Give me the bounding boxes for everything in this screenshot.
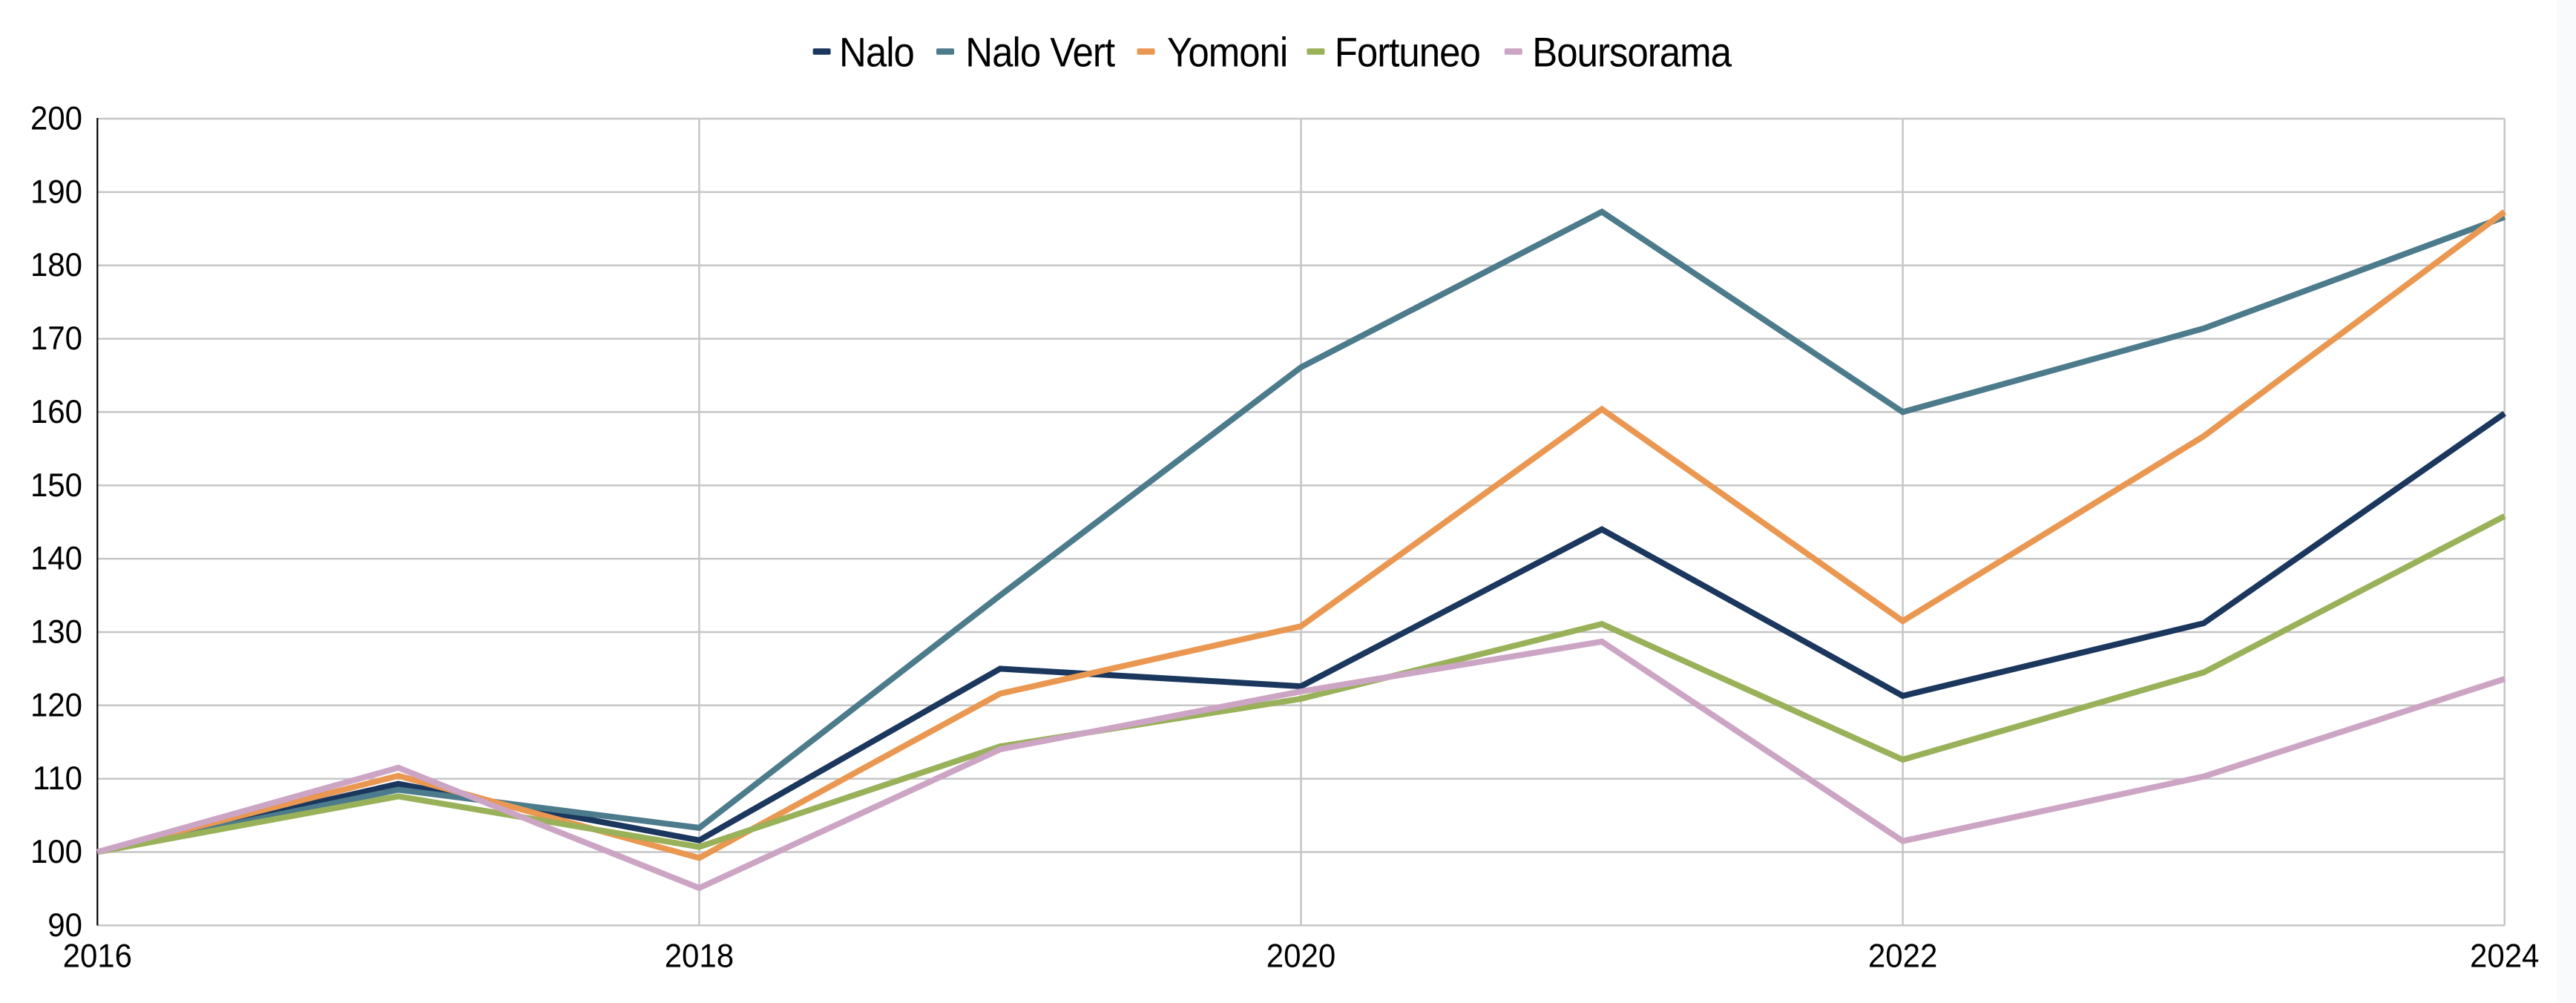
svg-text:Nalo: Nalo xyxy=(839,29,914,76)
svg-text:180: 180 xyxy=(30,247,82,283)
svg-text:90: 90 xyxy=(47,907,82,944)
svg-text:130: 130 xyxy=(30,614,82,650)
svg-text:200: 200 xyxy=(30,100,82,137)
svg-text:140: 140 xyxy=(30,541,82,577)
svg-text:2022: 2022 xyxy=(1868,938,1937,974)
svg-text:2016: 2016 xyxy=(63,938,132,974)
svg-text:110: 110 xyxy=(33,760,82,797)
svg-text:190: 190 xyxy=(30,174,82,210)
svg-text:Boursorama: Boursorama xyxy=(1532,29,1732,76)
svg-text:160: 160 xyxy=(30,394,82,430)
svg-text:120: 120 xyxy=(30,687,82,723)
svg-text:2018: 2018 xyxy=(665,938,734,974)
svg-text:170: 170 xyxy=(30,320,82,357)
svg-text:Yomoni: Yomoni xyxy=(1167,29,1287,76)
svg-text:2024: 2024 xyxy=(2470,938,2539,974)
svg-text:Fortuneo: Fortuneo xyxy=(1335,29,1480,76)
svg-text:150: 150 xyxy=(30,467,82,504)
svg-text:Nalo Vert: Nalo Vert xyxy=(965,29,1115,76)
svg-text:2020: 2020 xyxy=(1266,938,1335,974)
svg-text:100: 100 xyxy=(30,834,82,870)
